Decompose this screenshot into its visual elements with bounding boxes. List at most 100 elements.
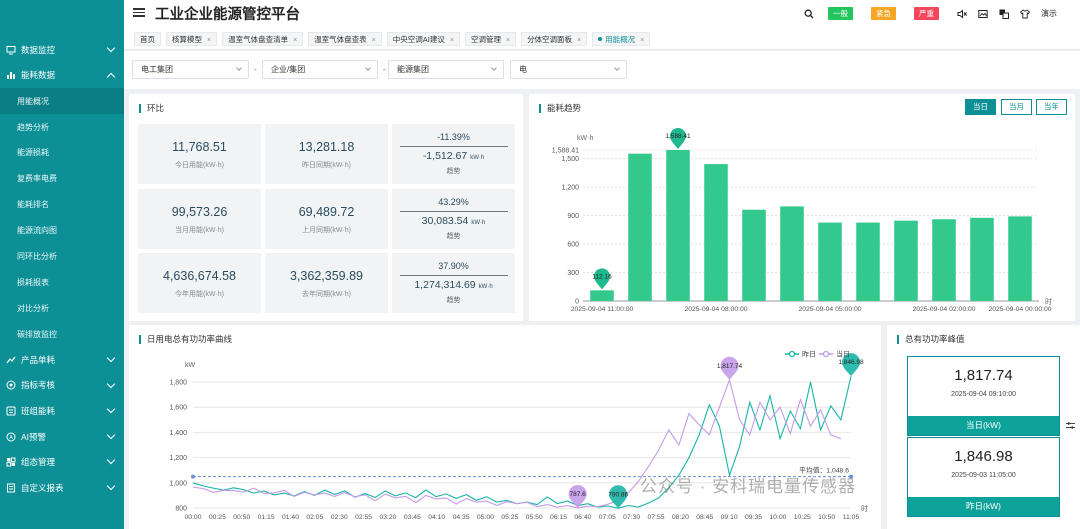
bar[interactable] <box>894 220 918 301</box>
sidebar-group-label: 指标考核 <box>21 380 56 391</box>
tab-item[interactable]: 空调管理 × <box>464 32 517 46</box>
sidebar-group-6[interactable]: 组态管理 <box>0 449 124 475</box>
stat-label: 昨日同期(kW·h) <box>302 162 351 169</box>
sidebar-item[interactable]: 用能概况 <box>0 88 124 115</box>
y-tick-label: 1,588.41 <box>552 148 579 155</box>
bar[interactable] <box>628 153 652 301</box>
range-button[interactable]: 当日 <box>965 99 996 115</box>
close-icon[interactable]: × <box>640 37 645 44</box>
close-icon[interactable]: × <box>577 37 582 44</box>
sidebar-group-1[interactable]: 能耗数据 <box>0 63 124 89</box>
sidebar-group-label: 组态管理 <box>21 457 56 468</box>
sidebar-group-0[interactable]: 数据监控 <box>0 37 124 63</box>
x-tick-label: 04:35 <box>453 514 470 521</box>
tab-item[interactable]: 首页 <box>134 32 161 46</box>
stat-card-previous: 13,281.18 昨日同期(kW·h) <box>265 124 388 184</box>
tab-label: 中央空调AI建议 <box>392 35 445 44</box>
sidebar-item[interactable]: 复费率电费 <box>17 174 57 184</box>
y-tick-label: 1,500 <box>561 156 579 163</box>
range-button[interactable]: 当月 <box>1001 99 1032 115</box>
sidebar-item[interactable]: 能源流向图 <box>17 226 57 236</box>
chevron-down-icon <box>236 65 242 71</box>
grid-icon <box>6 457 16 467</box>
close-icon[interactable]: × <box>449 37 454 44</box>
tab-item[interactable]: 用能概况 × <box>592 32 651 46</box>
close-icon[interactable]: × <box>207 37 212 44</box>
x-tick-label: 2025-09-04 00:00:00 <box>988 306 1051 313</box>
bar[interactable] <box>932 219 956 301</box>
filter-company-value: 能源集团 <box>397 65 429 74</box>
legend-label[interactable]: 昨日 <box>802 350 816 359</box>
sidebar-group-5[interactable]: A AI预警 <box>0 424 124 450</box>
chevron-down-icon <box>491 65 497 71</box>
sidebar-item[interactable]: 趋势分析 <box>17 122 49 132</box>
tab-item[interactable]: 温室气体盘查清单 × <box>222 32 304 46</box>
sidebar-group-label: 产品单耗 <box>21 354 56 365</box>
tab-item[interactable]: 温室气体盘查表 × <box>308 32 382 46</box>
bar-pin-marker <box>670 128 686 149</box>
tab-item[interactable]: 中央空调AI建议 × <box>386 32 460 46</box>
sidebar-item[interactable]: 能源损耗 <box>17 148 49 158</box>
target-icon <box>6 380 16 390</box>
bar[interactable] <box>1008 216 1032 301</box>
bar[interactable] <box>704 164 728 301</box>
mute-icon[interactable] <box>957 8 967 19</box>
close-icon[interactable]: × <box>371 37 376 44</box>
filter-group-value: 电工集团 <box>141 65 173 74</box>
filter-level-select[interactable]: 企业/集团 <box>262 60 378 79</box>
ai-icon: A <box>6 432 16 442</box>
sidebar-group-4[interactable]: 班组能耗 <box>0 398 124 424</box>
sidebar-group-7[interactable]: 自定义报表 <box>0 475 124 501</box>
sidebar-item[interactable]: 对比分析 <box>17 303 49 313</box>
search-icon[interactable] <box>804 9 814 19</box>
bar-annotation: 112.16 <box>592 273 612 280</box>
bar[interactable] <box>818 222 842 301</box>
filter-company-select[interactable]: 能源集团 <box>388 60 504 79</box>
bar-annotation: 1,588.41 <box>665 133 691 140</box>
bar[interactable] <box>856 222 880 301</box>
bar[interactable] <box>780 206 804 301</box>
sidebar-group-3[interactable]: 指标考核 <box>0 373 124 399</box>
x-tick-label: 04:10 <box>428 514 445 521</box>
range-button[interactable]: 当年 <box>1036 99 1067 115</box>
watermark-text: 公众号 · 安科瑞电量传感器 <box>640 477 857 496</box>
settings-slider-icon[interactable] <box>1066 421 1075 430</box>
sidebar-group-2[interactable]: 产品单耗 <box>0 347 124 373</box>
min-pin-today <box>568 485 587 508</box>
sidebar-item[interactable]: 能耗排名 <box>17 200 49 210</box>
sidebar-item[interactable]: 损耗报表 <box>17 277 49 287</box>
close-icon[interactable]: × <box>293 37 298 44</box>
legend-label[interactable]: 当日 <box>836 350 850 359</box>
tab-item[interactable]: 分体空调面板 × <box>521 32 588 46</box>
image-icon[interactable] <box>978 9 988 19</box>
y-tick-label: 0 <box>575 299 579 306</box>
menu-toggle-icon[interactable] <box>133 6 145 18</box>
energy-trend-title: 能耗趋势 <box>539 104 581 113</box>
sidebar-item[interactable]: 碳排放监控 <box>17 329 57 339</box>
alert-badge-normal[interactable]: 一般 <box>828 7 853 20</box>
filter-energy-select[interactable]: 电 <box>510 60 627 79</box>
filter-level-value: 企业/集团 <box>271 65 306 74</box>
alert-badge-severe[interactable]: 严重 <box>914 7 939 20</box>
tab-item[interactable]: 核算模型 × <box>166 32 218 46</box>
trend-divider <box>399 275 508 276</box>
filter-group-select[interactable]: 电工集团 <box>132 60 249 79</box>
bar[interactable] <box>590 290 614 301</box>
sidebar-item[interactable]: 同环比分析 <box>17 251 57 261</box>
y-tick-label: 1,000 <box>169 480 187 487</box>
bar[interactable] <box>742 209 766 301</box>
close-icon[interactable]: × <box>505 37 511 44</box>
shirt-icon[interactable] <box>1020 8 1030 19</box>
bar[interactable] <box>666 150 690 301</box>
bar[interactable] <box>970 217 994 301</box>
alert-badge-urgent[interactable]: 紧急 <box>871 7 896 20</box>
translate-icon[interactable] <box>999 9 1009 19</box>
demo-label[interactable]: 演示 <box>1041 9 1057 18</box>
tab-label: 核算模型 <box>172 35 202 44</box>
stat-card-current: 4,636,674.58 今年用能(kW·h) <box>138 253 261 313</box>
x-tick-label: 07:30 <box>623 514 640 521</box>
y-tick-label: 1,200 <box>561 184 579 191</box>
tab-label: 温室气体盘查表 <box>314 35 367 44</box>
trend-label: 趋势 <box>446 297 461 304</box>
x-tick-label: 03:45 <box>404 514 421 521</box>
